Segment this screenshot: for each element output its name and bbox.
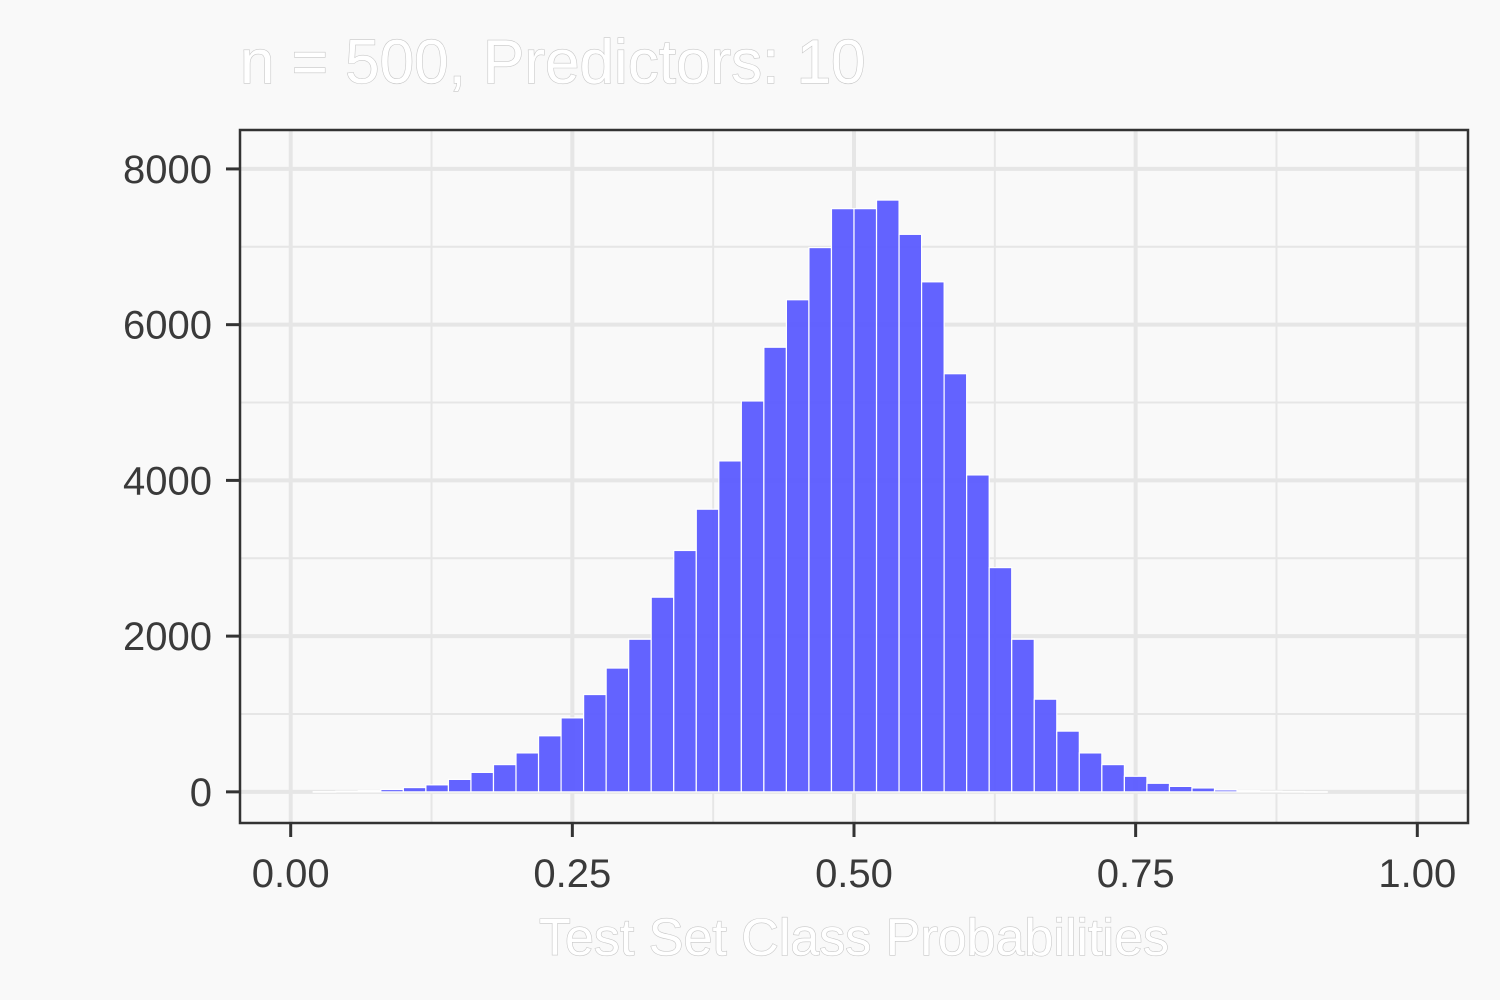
histogram-bar [740, 400, 765, 793]
histogram-bar [470, 771, 495, 793]
histogram-bar [537, 735, 562, 793]
histogram-bar [560, 717, 585, 793]
histogram-bar [515, 752, 540, 793]
histogram-bar [1078, 752, 1103, 793]
histogram-bar [380, 788, 404, 793]
histogram-bar [312, 791, 337, 793]
y-tick-label: 6000 [123, 304, 212, 348]
histogram-bar [583, 693, 607, 793]
histogram-bar [628, 638, 652, 793]
x-tick-label: 0.50 [815, 852, 893, 896]
y-tick-label: 4000 [123, 459, 212, 503]
x-tick-label: 0.00 [252, 852, 330, 896]
histogram-bar [1191, 787, 1216, 793]
x-tick-label: 0.75 [1097, 852, 1175, 896]
histogram-bar [357, 790, 382, 793]
histogram-bar [335, 790, 359, 793]
histogram-bar [1236, 790, 1261, 793]
histogram-bar [673, 549, 697, 793]
histogram-bar [785, 299, 810, 793]
histogram-bar [402, 786, 427, 793]
histogram-bar [1281, 790, 1306, 793]
histogram-bar [763, 346, 788, 793]
histogram-bar [1056, 730, 1080, 793]
y-tick-label: 0 [190, 771, 212, 815]
histogram-bar [1304, 791, 1328, 793]
y-tick-label: 2000 [123, 615, 212, 659]
histogram-bar [1146, 782, 1171, 793]
histogram-bar [1123, 775, 1148, 793]
histogram-bar [988, 567, 1013, 793]
x-axis: 0.00 0.25 0.50 0.75 1.00 [252, 823, 1456, 896]
histogram-bar [1033, 698, 1058, 793]
histogram-bar [1101, 764, 1125, 793]
histogram-bar [1258, 790, 1283, 793]
histogram-bar [605, 667, 630, 793]
x-tick-label: 0.25 [533, 852, 611, 896]
histogram-bar [1011, 638, 1035, 793]
histogram-bar [650, 596, 675, 793]
histogram-bar [425, 784, 450, 793]
histogram-bar [853, 208, 878, 793]
histogram-bar [943, 373, 968, 793]
histogram-bar [966, 474, 990, 793]
histogram-bar [808, 246, 833, 793]
histogram-bar [695, 508, 720, 793]
histogram-bar [1213, 789, 1238, 793]
x-axis-label: Test Set Class Probabilities [539, 909, 1169, 967]
histogram-bar [920, 281, 945, 793]
histogram-bar [718, 460, 742, 793]
histogram-bar [875, 199, 900, 793]
histogram-bar [1168, 785, 1193, 793]
histogram-bar [447, 778, 472, 793]
histogram-bars [312, 199, 1328, 793]
y-axis: 0 2000 4000 6000 8000 [123, 148, 240, 815]
chart-title: n = 500, Predictors: 10 [240, 28, 866, 97]
histogram-bar [830, 208, 855, 793]
y-tick-label: 8000 [123, 148, 212, 192]
x-tick-label: 1.00 [1378, 852, 1456, 896]
histogram-bar [898, 233, 923, 793]
histogram-bar [492, 764, 517, 793]
